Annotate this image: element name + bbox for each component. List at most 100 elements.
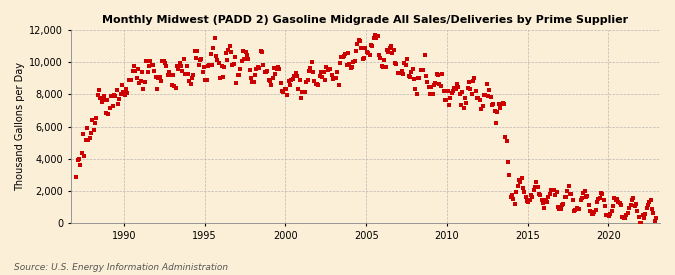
Point [524,198,535,202]
Point [442,88,453,93]
Point [476,107,487,111]
Point [443,103,454,107]
Point [580,194,591,199]
Point [472,96,483,100]
Point [533,185,543,189]
Point [422,80,433,84]
Point [165,73,176,77]
Point [75,163,86,167]
Point [425,92,435,96]
Point [259,70,270,74]
Point [344,62,355,66]
Point [461,100,472,105]
Point [208,46,219,50]
Point [403,74,414,79]
Point [267,76,278,80]
Point [220,51,231,56]
Point [620,216,630,220]
Point [332,69,343,74]
Point [79,153,90,158]
Point [371,36,381,40]
Point [552,205,563,209]
Point [285,83,296,88]
Point [628,196,639,200]
Point [317,75,328,79]
Point [384,46,395,50]
Point [150,75,161,79]
Point [547,188,558,192]
Point [587,211,598,216]
Point [265,79,275,83]
Point [377,65,388,70]
Point [534,192,545,197]
Point [258,63,269,67]
Point [263,78,274,82]
Point [209,36,220,40]
Point [148,69,159,73]
Point [469,76,480,80]
Point [567,197,578,202]
Point [389,60,400,65]
Point [130,69,141,73]
Point [391,62,402,67]
Point [481,82,492,87]
Point [182,72,193,76]
Point [609,196,620,200]
Point [98,98,109,102]
Point [178,56,189,61]
Point [400,62,411,67]
Point [527,195,538,199]
Point [414,76,425,80]
Point [213,61,224,66]
Point [626,198,637,202]
Point [522,199,533,204]
Point [492,110,503,114]
Point [454,92,465,97]
Point [617,215,628,219]
Point [511,189,522,194]
Point [499,102,510,106]
Point [506,195,516,199]
Point [601,212,612,217]
Point [629,204,640,208]
Point [595,191,606,195]
Point [159,61,170,66]
Point [537,198,547,202]
Point [282,92,293,97]
Point [562,188,572,193]
Point [162,73,173,77]
Point [342,63,352,67]
Point [606,209,617,214]
Point [593,196,603,201]
Point [361,50,372,55]
Point [597,191,608,196]
Point [166,83,177,87]
Point [333,83,344,87]
Point [579,189,590,194]
Point [549,188,560,192]
Point [197,70,208,74]
Point [83,138,94,143]
Point [146,63,157,68]
Point [449,86,460,90]
Point [641,206,652,210]
Point [354,39,365,43]
Point [180,72,190,76]
Point [633,214,644,219]
Point [489,109,500,113]
Point [251,67,262,72]
Point [137,70,148,75]
Point [435,84,446,88]
Point [441,98,452,102]
Point [599,204,610,208]
Point [362,51,373,55]
Point [148,63,159,67]
Point [329,76,340,81]
Point [76,151,87,155]
Point [134,81,145,85]
Point [621,213,632,217]
Point [216,64,227,68]
Point [88,128,99,132]
Point [514,178,524,182]
Point [564,191,575,196]
